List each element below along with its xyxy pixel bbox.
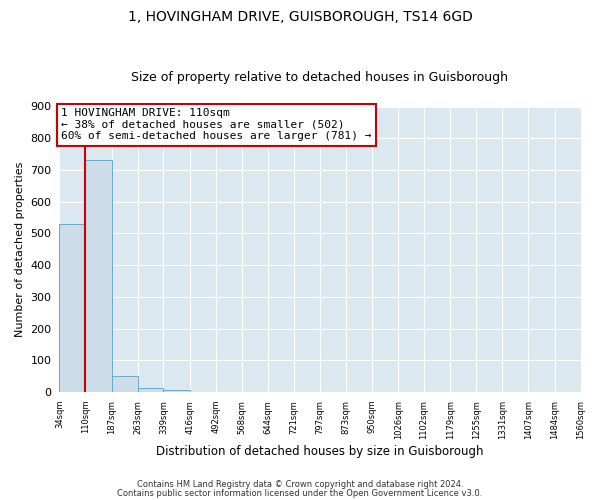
X-axis label: Distribution of detached houses by size in Guisborough: Distribution of detached houses by size … [156,444,484,458]
Text: Contains HM Land Registry data © Crown copyright and database right 2024.: Contains HM Land Registry data © Crown c… [137,480,463,489]
Bar [59,224,85,392]
Y-axis label: Number of detached properties: Number of detached properties [15,162,25,337]
Bar [85,160,112,392]
Text: Contains public sector information licensed under the Open Government Licence v3: Contains public sector information licen… [118,488,482,498]
Bar [137,388,163,392]
Bar [112,376,137,392]
Text: 1, HOVINGHAM DRIVE, GUISBOROUGH, TS14 6GD: 1, HOVINGHAM DRIVE, GUISBOROUGH, TS14 6G… [128,10,472,24]
Title: Size of property relative to detached houses in Guisborough: Size of property relative to detached ho… [131,72,508,85]
Bar [163,390,190,392]
Text: 1 HOVINGHAM DRIVE: 110sqm
← 38% of detached houses are smaller (502)
60% of semi: 1 HOVINGHAM DRIVE: 110sqm ← 38% of detac… [61,108,371,142]
